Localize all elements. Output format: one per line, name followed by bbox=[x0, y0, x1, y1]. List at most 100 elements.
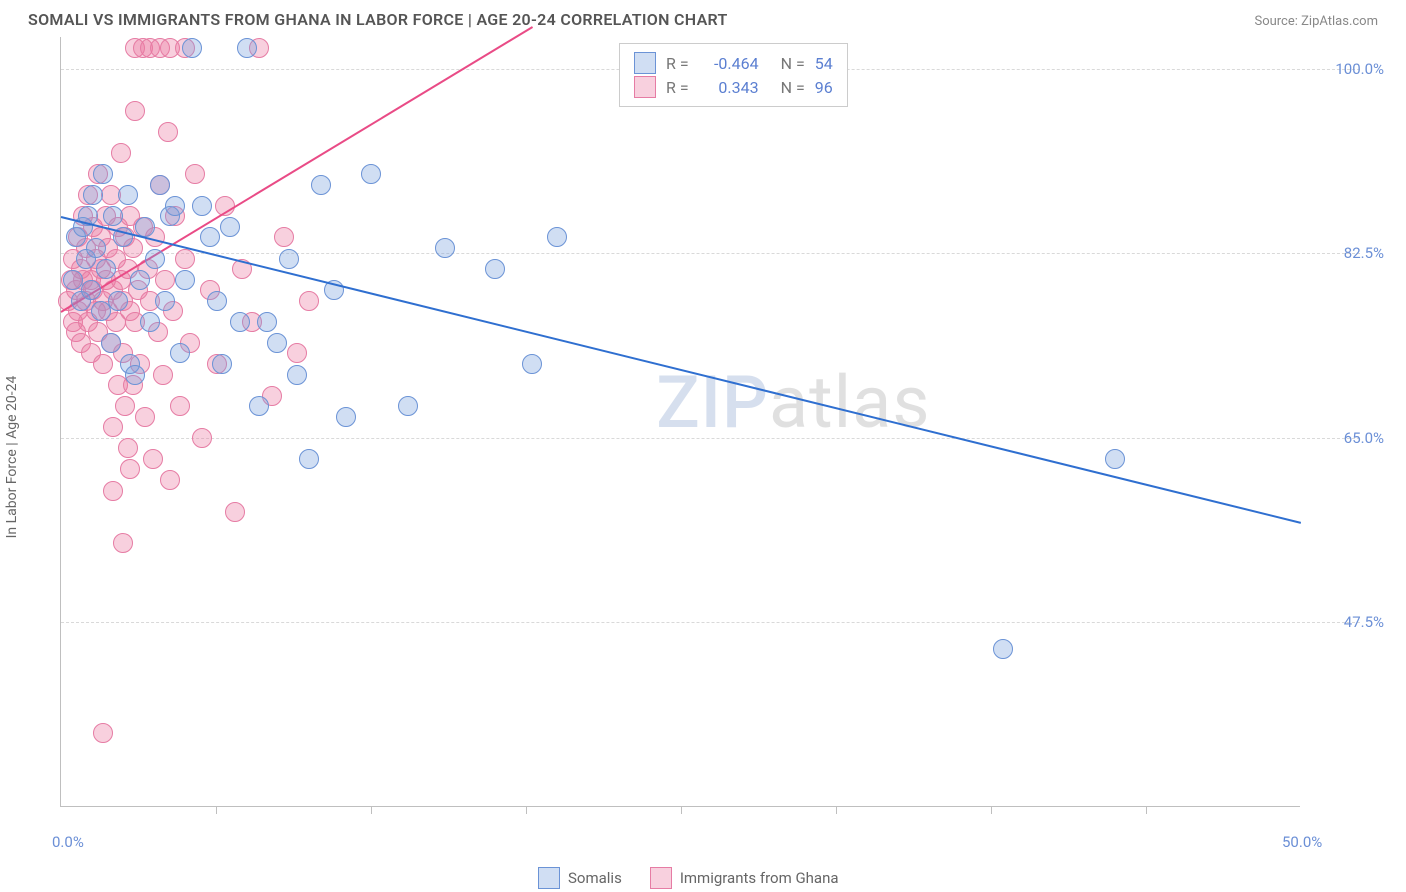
legend-row: R = 0.343 N = 96 bbox=[634, 76, 833, 98]
data-point bbox=[160, 470, 180, 490]
data-point bbox=[143, 449, 163, 469]
data-point bbox=[145, 249, 165, 269]
x-tick bbox=[681, 806, 682, 814]
x-tick bbox=[1146, 806, 1147, 814]
legend-item: Somalis bbox=[538, 867, 622, 889]
data-point bbox=[225, 502, 245, 522]
y-tick-label: 82.5% bbox=[1344, 244, 1384, 262]
legend-label: Immigrants from Ghana bbox=[680, 869, 839, 887]
y-tick-label: 100.0% bbox=[1335, 60, 1384, 78]
data-point bbox=[175, 249, 195, 269]
data-point bbox=[237, 38, 257, 58]
data-point bbox=[86, 238, 106, 258]
data-point bbox=[230, 312, 250, 332]
x-tick bbox=[371, 806, 372, 814]
legend-swatch bbox=[650, 867, 672, 889]
x-max-label: 50.0% bbox=[1282, 833, 1322, 851]
data-point bbox=[135, 217, 155, 237]
data-point bbox=[155, 270, 175, 290]
data-point bbox=[212, 354, 232, 374]
source-label: Source: ZipAtlas.com bbox=[1254, 14, 1378, 29]
n-value: 54 bbox=[815, 54, 833, 73]
data-point bbox=[93, 164, 113, 184]
legend-row: R =-0.464N =54 bbox=[634, 52, 833, 74]
data-point bbox=[170, 396, 190, 416]
data-point bbox=[287, 365, 307, 385]
data-point bbox=[182, 38, 202, 58]
data-point bbox=[101, 333, 121, 353]
data-point bbox=[118, 438, 138, 458]
data-point bbox=[336, 407, 356, 427]
series-legend: Somalis Immigrants from Ghana bbox=[538, 867, 839, 889]
data-point bbox=[115, 396, 135, 416]
data-point bbox=[279, 249, 299, 269]
data-point bbox=[153, 365, 173, 385]
data-point bbox=[125, 365, 145, 385]
data-point bbox=[93, 354, 113, 374]
correlation-legend: R = -0.464 N = 54 R = 0.343 N = 96 bbox=[619, 43, 848, 107]
data-point bbox=[993, 639, 1013, 659]
data-point bbox=[150, 175, 170, 195]
y-tick-label: 47.5% bbox=[1344, 613, 1384, 631]
data-point bbox=[287, 343, 307, 363]
data-point bbox=[111, 143, 131, 163]
data-point bbox=[249, 396, 269, 416]
data-point bbox=[103, 481, 123, 501]
data-point bbox=[192, 196, 212, 216]
data-point bbox=[165, 196, 185, 216]
data-point bbox=[113, 533, 133, 553]
data-point bbox=[140, 312, 160, 332]
data-point bbox=[547, 227, 567, 247]
data-point bbox=[200, 227, 220, 247]
data-point bbox=[83, 185, 103, 205]
data-point bbox=[118, 185, 138, 205]
data-point bbox=[522, 354, 542, 374]
r-value: 0.343 bbox=[699, 78, 759, 97]
n-value: 96 bbox=[815, 78, 833, 97]
r-value: -0.464 bbox=[699, 54, 759, 73]
x-tick bbox=[991, 806, 992, 814]
y-axis-label: In Labor Force | Age 20-24 bbox=[4, 376, 20, 539]
gridline bbox=[61, 438, 1360, 439]
data-point bbox=[93, 723, 113, 743]
title-bar: SOMALI VS IMMIGRANTS FROM GHANA IN LABOR… bbox=[0, 0, 1406, 37]
data-point bbox=[125, 101, 145, 121]
data-point bbox=[311, 175, 331, 195]
chart-title: SOMALI VS IMMIGRANTS FROM GHANA IN LABOR… bbox=[28, 10, 728, 29]
data-point bbox=[175, 270, 195, 290]
x-tick bbox=[216, 806, 217, 814]
legend-label: Somalis bbox=[568, 869, 622, 887]
data-point bbox=[267, 333, 287, 353]
chart-area: In Labor Force | Age 20-24 100.0%82.5%65… bbox=[18, 37, 1388, 877]
n-label: N = bbox=[781, 78, 805, 97]
data-point bbox=[155, 291, 175, 311]
n-label: N = bbox=[781, 54, 805, 73]
data-point bbox=[81, 280, 101, 300]
gridline bbox=[61, 622, 1360, 623]
gridline bbox=[61, 253, 1360, 254]
data-point bbox=[299, 291, 319, 311]
legend-swatch bbox=[538, 867, 560, 889]
data-point bbox=[103, 206, 123, 226]
legend-swatch bbox=[634, 52, 656, 74]
data-point bbox=[96, 259, 116, 279]
data-point bbox=[91, 301, 111, 321]
data-point bbox=[185, 164, 205, 184]
legend-swatch bbox=[634, 76, 656, 98]
data-point bbox=[220, 217, 240, 237]
data-point bbox=[274, 227, 294, 247]
legend-item: Immigrants from Ghana bbox=[650, 867, 839, 889]
data-point bbox=[135, 407, 155, 427]
x-tick bbox=[836, 806, 837, 814]
source-link[interactable]: ZipAtlas.com bbox=[1301, 14, 1378, 29]
data-point bbox=[108, 291, 128, 311]
r-label: R = bbox=[666, 78, 689, 97]
data-point bbox=[130, 270, 150, 290]
y-tick-label: 65.0% bbox=[1344, 429, 1384, 447]
data-point bbox=[398, 396, 418, 416]
data-point bbox=[103, 417, 123, 437]
data-point bbox=[1105, 449, 1125, 469]
x-min-label: 0.0% bbox=[52, 833, 84, 851]
plot-region: 100.0%82.5%65.0%47.5%ZIPatlasR =-0.464N … bbox=[60, 37, 1300, 807]
data-point bbox=[435, 238, 455, 258]
